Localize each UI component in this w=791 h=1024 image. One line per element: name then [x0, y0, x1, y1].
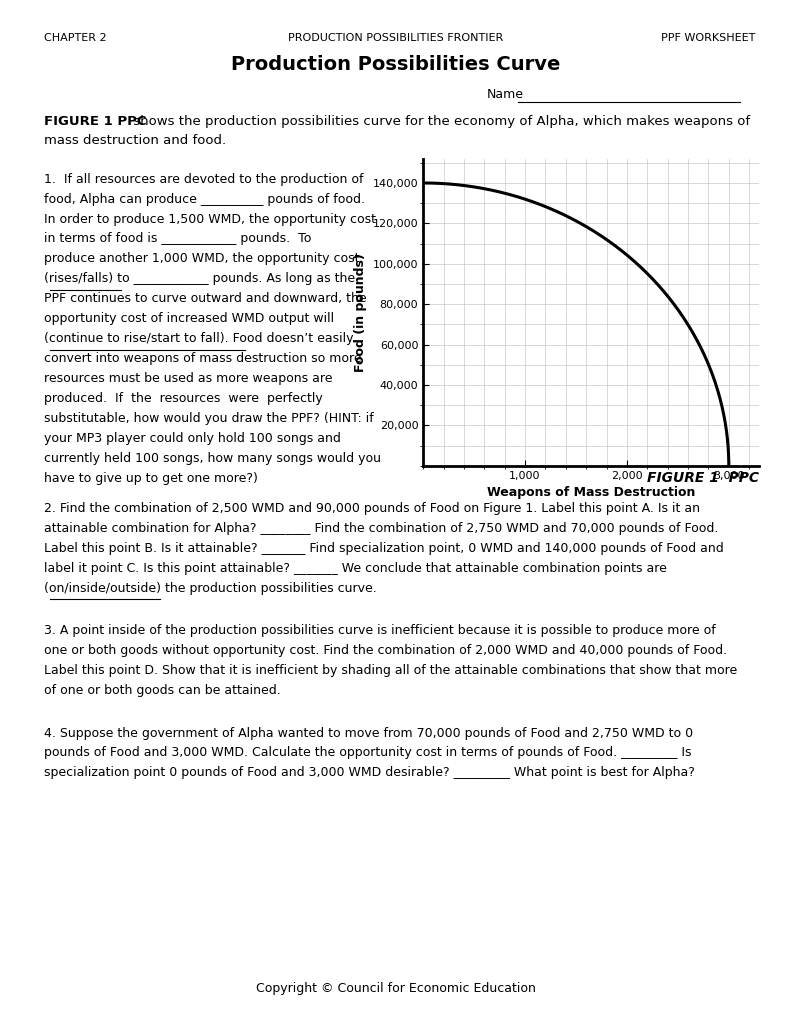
Text: Label this point D. Show that it is inefficient by shading all of the attainable: Label this point D. Show that it is inef… — [44, 665, 736, 677]
Text: PPF continues to curve outward and downward, the: PPF continues to curve outward and downw… — [44, 293, 366, 305]
Text: Name: Name — [486, 88, 524, 101]
Text: one or both goods without opportunity cost. Find the combination of 2,000 WMD an: one or both goods without opportunity co… — [44, 644, 727, 657]
Text: your MP3 player could only hold 100 songs and: your MP3 player could only hold 100 song… — [44, 432, 340, 445]
Text: PPF WORKSHEET: PPF WORKSHEET — [661, 33, 755, 43]
Text: 2. Find the combination of 2,500 WMD and 90,000 pounds of Food on Figure 1. Labe: 2. Find the combination of 2,500 WMD and… — [44, 502, 699, 515]
Text: substitutable, how would you draw the PPF? (HINT: if: substitutable, how would you draw the PP… — [44, 413, 373, 425]
Text: have to give up to get one more?): have to give up to get one more?) — [44, 472, 257, 485]
Text: attainable combination for Alpha? ________ Find the combination of 2,750 WMD and: attainable combination for Alpha? ______… — [44, 522, 718, 535]
Text: resources must be used as more weapons are: resources must be used as more weapons a… — [44, 373, 332, 385]
Text: Copyright © Council for Economic Education: Copyright © Council for Economic Educati… — [255, 982, 536, 995]
Text: produced.  If  the  resources  were  perfectly: produced. If the resources were perfectl… — [44, 392, 322, 406]
Text: FIGURE 1 PPC: FIGURE 1 PPC — [44, 115, 146, 128]
Text: Production Possibilities Curve: Production Possibilities Curve — [231, 55, 560, 75]
Y-axis label: Food (in pounds): Food (in pounds) — [354, 253, 367, 372]
Text: FIGURE 1  PPC: FIGURE 1 PPC — [647, 471, 759, 485]
Text: mass destruction and food.: mass destruction and food. — [44, 134, 225, 146]
Text: label it point C. Is this point attainable? _______ We conclude that attainable : label it point C. Is this point attainab… — [44, 561, 666, 574]
Text: opportunity cost of increased WMD output will: opportunity cost of increased WMD output… — [44, 312, 334, 326]
X-axis label: Weapons of Mass Destruction: Weapons of Mass Destruction — [487, 486, 695, 500]
Text: 3. A point inside of the production possibilities curve is inefficient because i: 3. A point inside of the production poss… — [44, 625, 715, 637]
Text: In order to produce 1,500 WMD, the opportunity cost: In order to produce 1,500 WMD, the oppor… — [44, 213, 376, 225]
Text: currently held 100 songs, how many songs would you: currently held 100 songs, how many songs… — [44, 453, 380, 465]
Text: specialization point 0 pounds of Food and 3,000 WMD desirable? _________ What po: specialization point 0 pounds of Food an… — [44, 766, 694, 779]
Text: food, Alpha can produce __________ pounds of food.: food, Alpha can produce __________ pound… — [44, 193, 365, 206]
Text: CHAPTER 2: CHAPTER 2 — [44, 33, 106, 43]
Text: PRODUCTION POSSIBILITIES FRONTIER: PRODUCTION POSSIBILITIES FRONTIER — [288, 33, 503, 43]
Text: produce another 1,000 WMD, the opportunity cost: produce another 1,000 WMD, the opportuni… — [44, 253, 359, 265]
Text: (rises/falls) to ____________ pounds. As long as the: (rises/falls) to ____________ pounds. As… — [44, 272, 354, 286]
Text: pounds of Food and 3,000 WMD. Calculate the opportunity cost in terms of pounds : pounds of Food and 3,000 WMD. Calculate … — [44, 746, 691, 760]
Text: Label this point B. Is it attainable? _______ Find specialization point, 0 WMD a: Label this point B. Is it attainable? __… — [44, 542, 723, 555]
Text: 4. Suppose the government of Alpha wanted to move from 70,000 pounds of Food and: 4. Suppose the government of Alpha wante… — [44, 727, 693, 739]
Text: 1.  If all resources are devoted to the production of: 1. If all resources are devoted to the p… — [44, 173, 363, 185]
Text: (continue to rise/start to fall). Food doesn’t easily: (continue to rise/start to fall). Food d… — [44, 333, 353, 345]
Text: of one or both goods can be attained.: of one or both goods can be attained. — [44, 684, 280, 697]
Text: (on/inside/outside) the production possibilities curve.: (on/inside/outside) the production possi… — [44, 582, 377, 595]
Text: convert into weapons of mass destruction so more: convert into weapons of mass destruction… — [44, 352, 361, 366]
Text: shows the production possibilities curve for the economy of Alpha, which makes w: shows the production possibilities curve… — [129, 115, 750, 128]
Text: in terms of food is ____________ pounds.  To: in terms of food is ____________ pounds.… — [44, 232, 311, 246]
